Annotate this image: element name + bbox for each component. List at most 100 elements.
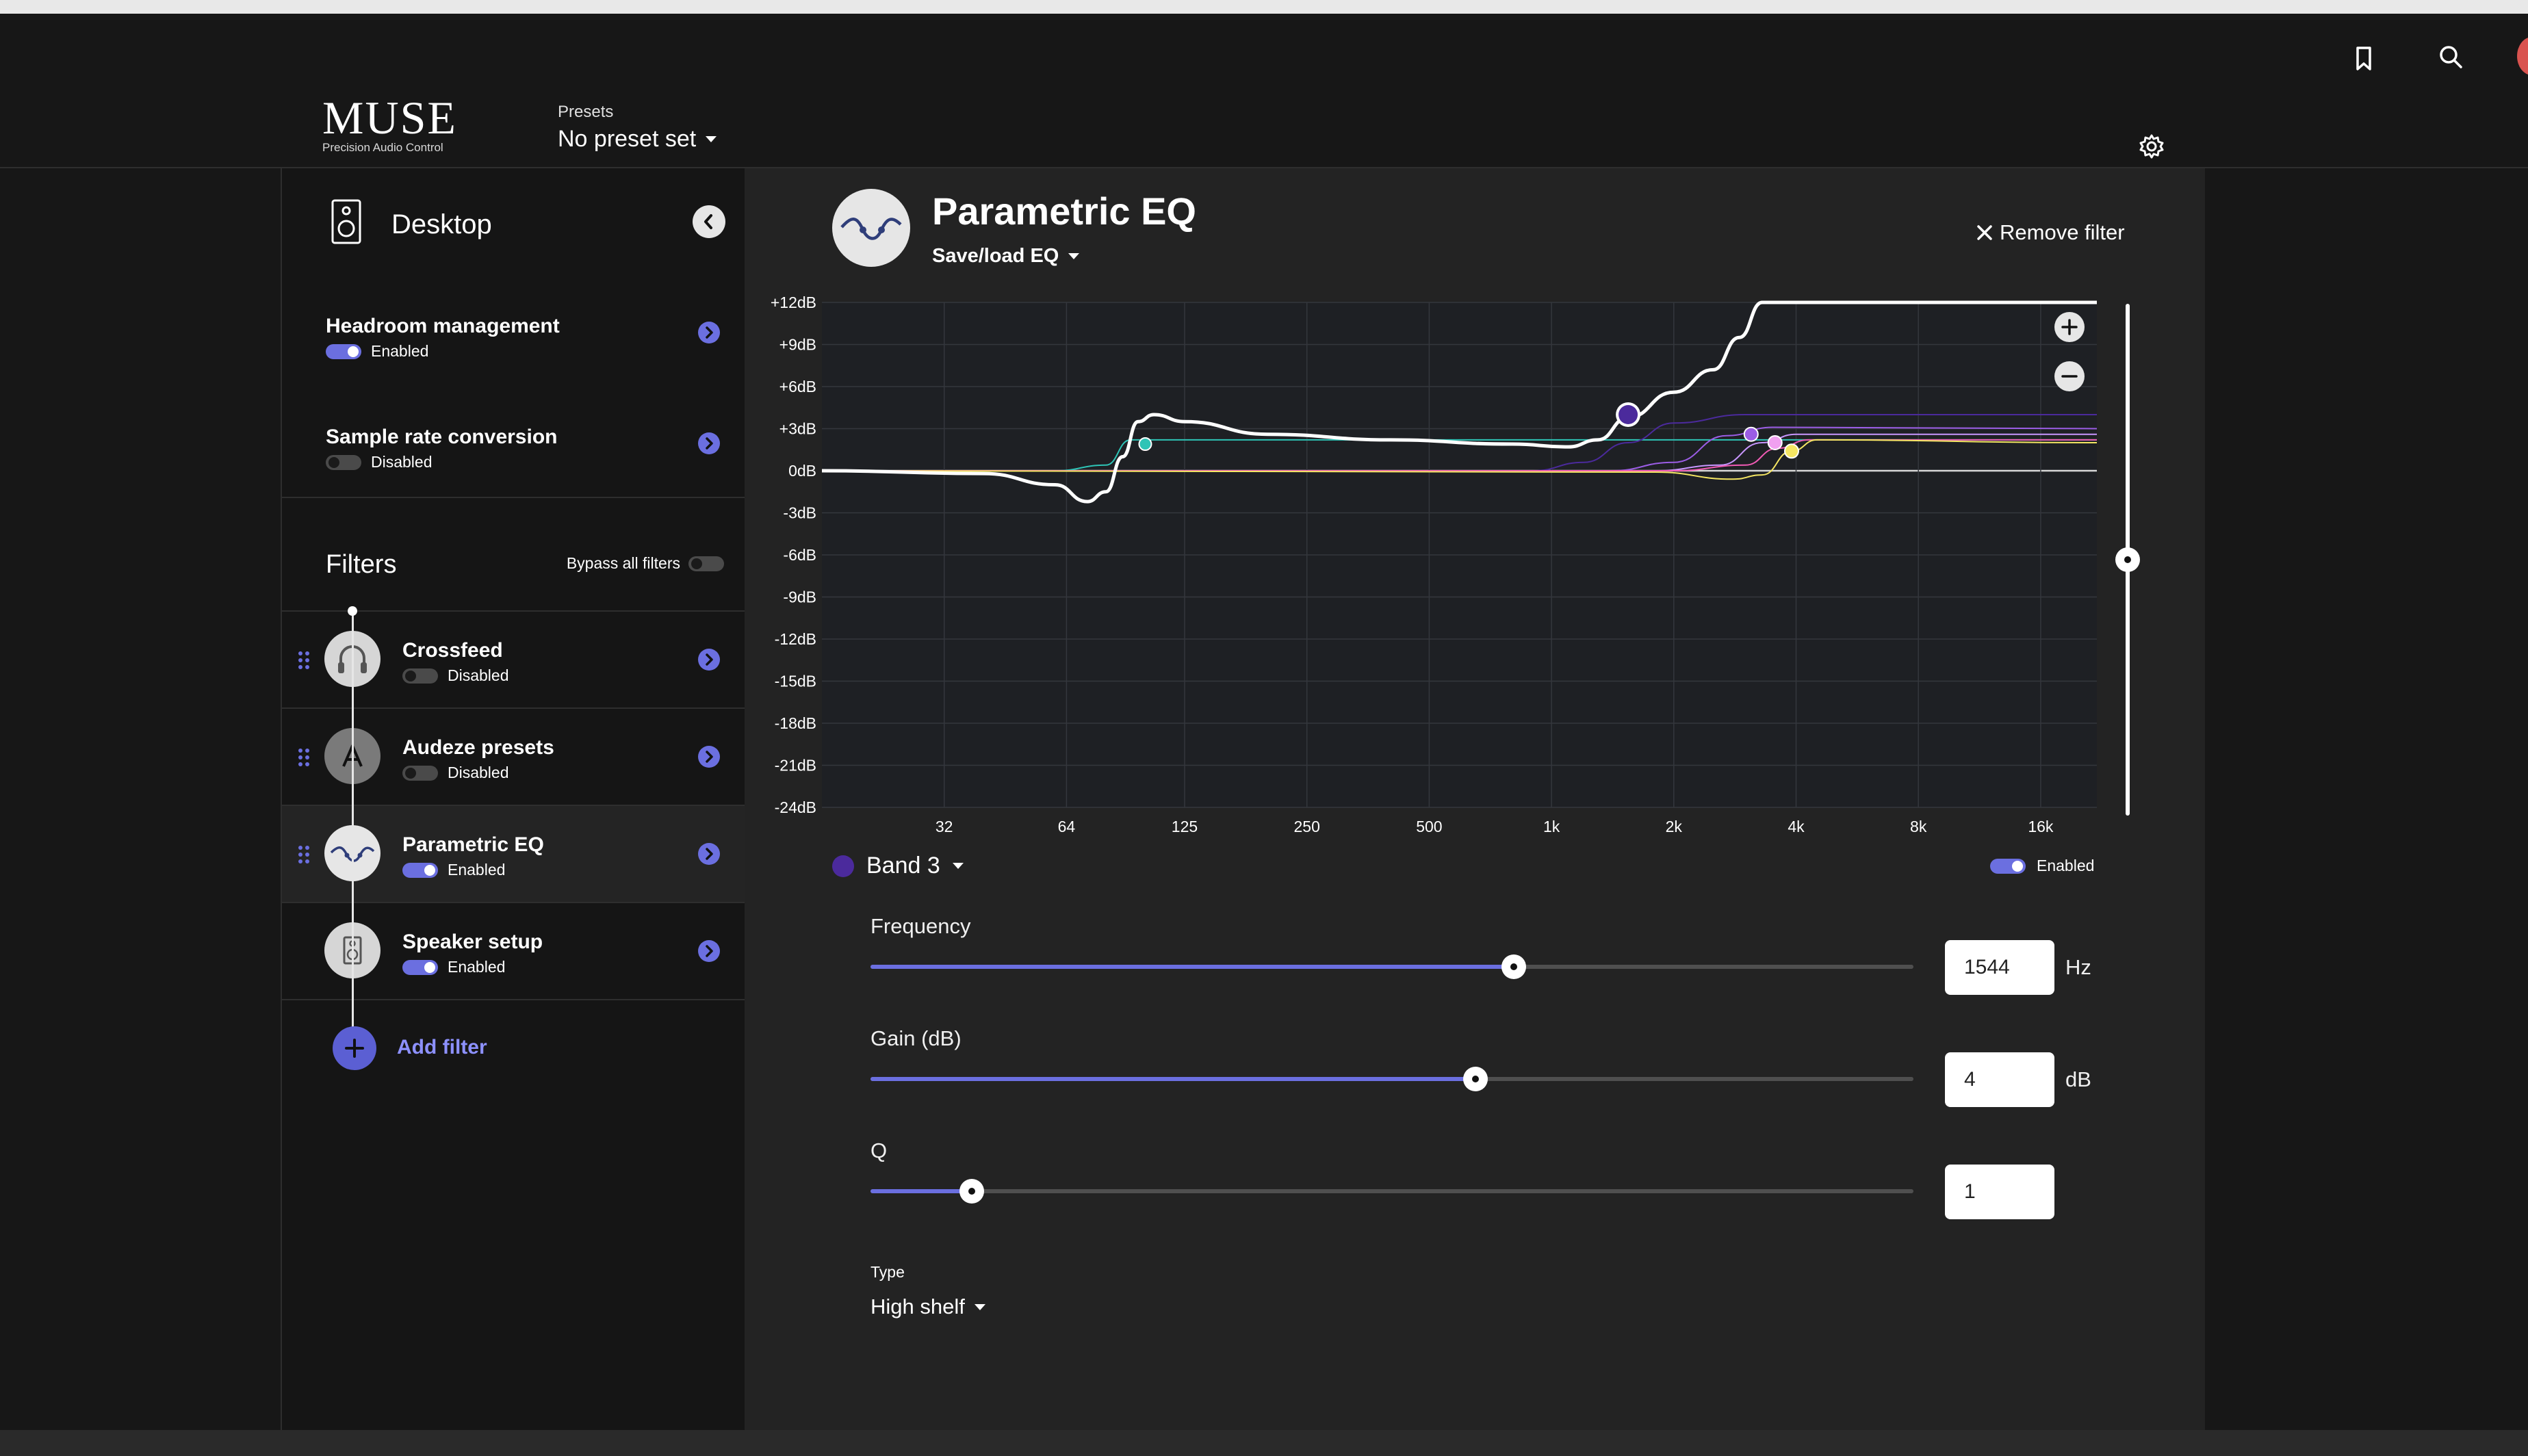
band-enabled-control[interactable]: Enabled — [1990, 857, 2094, 875]
output-gain-thumb[interactable] — [2115, 547, 2140, 572]
drag-handle-icon[interactable] — [297, 747, 311, 768]
drag-handle-icon[interactable] — [297, 650, 311, 671]
setting-title: Headroom management — [326, 315, 560, 337]
q-label: Q — [870, 1139, 888, 1162]
gain-unit: dB — [2065, 1067, 2091, 1091]
chart-y-tick-label: -12dB — [775, 630, 816, 648]
q-slider[interactable] — [870, 1179, 1913, 1204]
presets-value: No preset set — [558, 126, 697, 152]
band-selector[interactable]: Band 3 — [832, 853, 964, 879]
chart-x-tick-label: 64 — [1058, 818, 1076, 835]
settings-gear-icon[interactable] — [2138, 133, 2165, 160]
remove-filter-label: Remove filter — [2000, 220, 2125, 244]
frequency-unit: Hz — [2065, 955, 2091, 979]
filter-row-parametric-eq[interactable]: Parametric EQ Enabled — [282, 806, 745, 903]
bypass-all-filters[interactable]: Bypass all filters — [567, 554, 724, 573]
browser-top-strip — [0, 0, 2528, 14]
chart-series-line — [821, 439, 2098, 480]
filter-title: Parametric EQ — [402, 833, 544, 856]
chart-y-tick-label: -21dB — [775, 757, 816, 775]
filter-status: Disabled — [448, 666, 509, 684]
gain-slider-fill — [870, 1077, 1475, 1081]
band-color-dot — [832, 855, 854, 877]
open-sample-rate-button[interactable] — [698, 432, 720, 454]
bottom-bar — [0, 1430, 2528, 1456]
presets-selector[interactable]: Presets No preset set — [558, 103, 717, 153]
divider — [282, 497, 745, 498]
filter-title: Crossfeed — [402, 639, 503, 662]
band-label: Band 3 — [866, 853, 940, 879]
headroom-management-setting[interactable]: Headroom management Enabled — [326, 315, 560, 361]
open-headroom-button[interactable] — [698, 322, 720, 343]
chevron-right-icon — [706, 945, 713, 957]
filter-status: Enabled — [448, 958, 506, 976]
chevron-down-icon — [952, 863, 964, 869]
presets-label: Presets — [558, 103, 614, 121]
avatar[interactable] — [2517, 37, 2528, 75]
setting-status: Disabled — [371, 453, 433, 471]
chart-y-tick-label: -18dB — [775, 714, 816, 732]
band-enabled-toggle[interactable] — [1990, 858, 2026, 874]
chart-y-tick-label: -9dB — [783, 588, 816, 606]
chart-y-tick-label: +3dB — [779, 420, 816, 438]
filter-type-dropdown[interactable]: High shelf — [870, 1295, 985, 1319]
frequency-input[interactable]: 1544 — [1945, 940, 2054, 995]
muse-logo: MUSE Precision Audio Control — [322, 94, 457, 155]
save-load-eq-dropdown[interactable]: Save/load EQ — [932, 245, 1080, 268]
parametric-eq-toggle[interactable] — [402, 862, 438, 878]
speaker-setup-toggle[interactable] — [402, 959, 438, 975]
chart-point — [1767, 435, 1783, 450]
audeze-toggle[interactable] — [402, 765, 438, 781]
open-crossfeed-button[interactable] — [698, 649, 720, 671]
filter-row-crossfeed[interactable]: Crossfeed Disabled — [282, 612, 745, 709]
chart-y-tick-label: -6dB — [783, 546, 816, 564]
gain-label: Gain (dB) — [870, 1026, 962, 1050]
open-speaker-setup-button[interactable] — [698, 940, 720, 962]
filter-title: Speaker setup — [402, 931, 543, 953]
band-enabled-label: Enabled — [2037, 857, 2095, 874]
chart-point — [1743, 426, 1759, 442]
chart-x-tick-label: 16k — [2028, 818, 2054, 835]
bookmark-icon[interactable] — [2351, 45, 2376, 73]
presets-dropdown[interactable]: No preset set — [558, 126, 717, 153]
sample-rate-conversion-setting[interactable]: Sample rate conversion Disabled — [326, 426, 557, 471]
bypass-label: Bypass all filters — [566, 554, 680, 572]
chevron-right-icon — [706, 848, 713, 860]
gain-slider[interactable] — [870, 1067, 1913, 1091]
sample-rate-toggle[interactable] — [326, 454, 361, 470]
chart-point — [1618, 405, 1638, 424]
gain-slider-thumb[interactable] — [1462, 1067, 1488, 1091]
q-slider-thumb[interactable] — [959, 1179, 984, 1204]
divider — [282, 610, 745, 612]
logo-tagline: Precision Audio Control — [322, 141, 443, 154]
crossfeed-toggle[interactable] — [402, 668, 438, 684]
q-input[interactable]: 1 — [1945, 1165, 2054, 1219]
bypass-toggle[interactable] — [688, 556, 724, 571]
remove-filter-button[interactable]: Remove filter — [1975, 220, 2125, 245]
drag-handle-icon[interactable] — [297, 844, 311, 865]
eq-response-chart[interactable]: +12dB +9dB +6dB +3dB 0dB -3dB -6dB -9dB -12dB -15… — [745, 291, 2205, 1017]
chart-y-tick-label: -24dB — [775, 798, 816, 816]
frequency-slider[interactable] — [870, 954, 1913, 979]
search-icon[interactable] — [2438, 44, 2465, 71]
filter-status: Disabled — [448, 764, 509, 781]
filter-status: Enabled — [448, 861, 506, 879]
add-filter-label[interactable]: Add filter — [397, 1036, 487, 1058]
page-title: Parametric EQ — [932, 190, 1196, 233]
plus-icon — [345, 1039, 364, 1058]
close-icon — [1977, 225, 1992, 240]
open-parametric-eq-button[interactable] — [698, 843, 720, 865]
headroom-toggle[interactable] — [326, 343, 361, 359]
chevron-right-icon — [706, 437, 713, 450]
chevron-down-icon — [706, 136, 717, 142]
chart-x-tick-label: 8k — [1910, 818, 1927, 835]
add-filter-button[interactable] — [333, 1026, 376, 1070]
frequency-label: Frequency — [870, 914, 971, 938]
collapse-sidebar-button[interactable] — [693, 205, 725, 238]
chart-x-tick-label: 2k — [1666, 818, 1683, 835]
chart-x-tick-label: 250 — [1294, 818, 1320, 835]
device-title: Desktop — [391, 209, 492, 239]
open-audeze-button[interactable] — [698, 746, 720, 768]
gain-input[interactable]: 4 — [1945, 1052, 2054, 1107]
frequency-slider-thumb[interactable] — [1501, 954, 1527, 979]
